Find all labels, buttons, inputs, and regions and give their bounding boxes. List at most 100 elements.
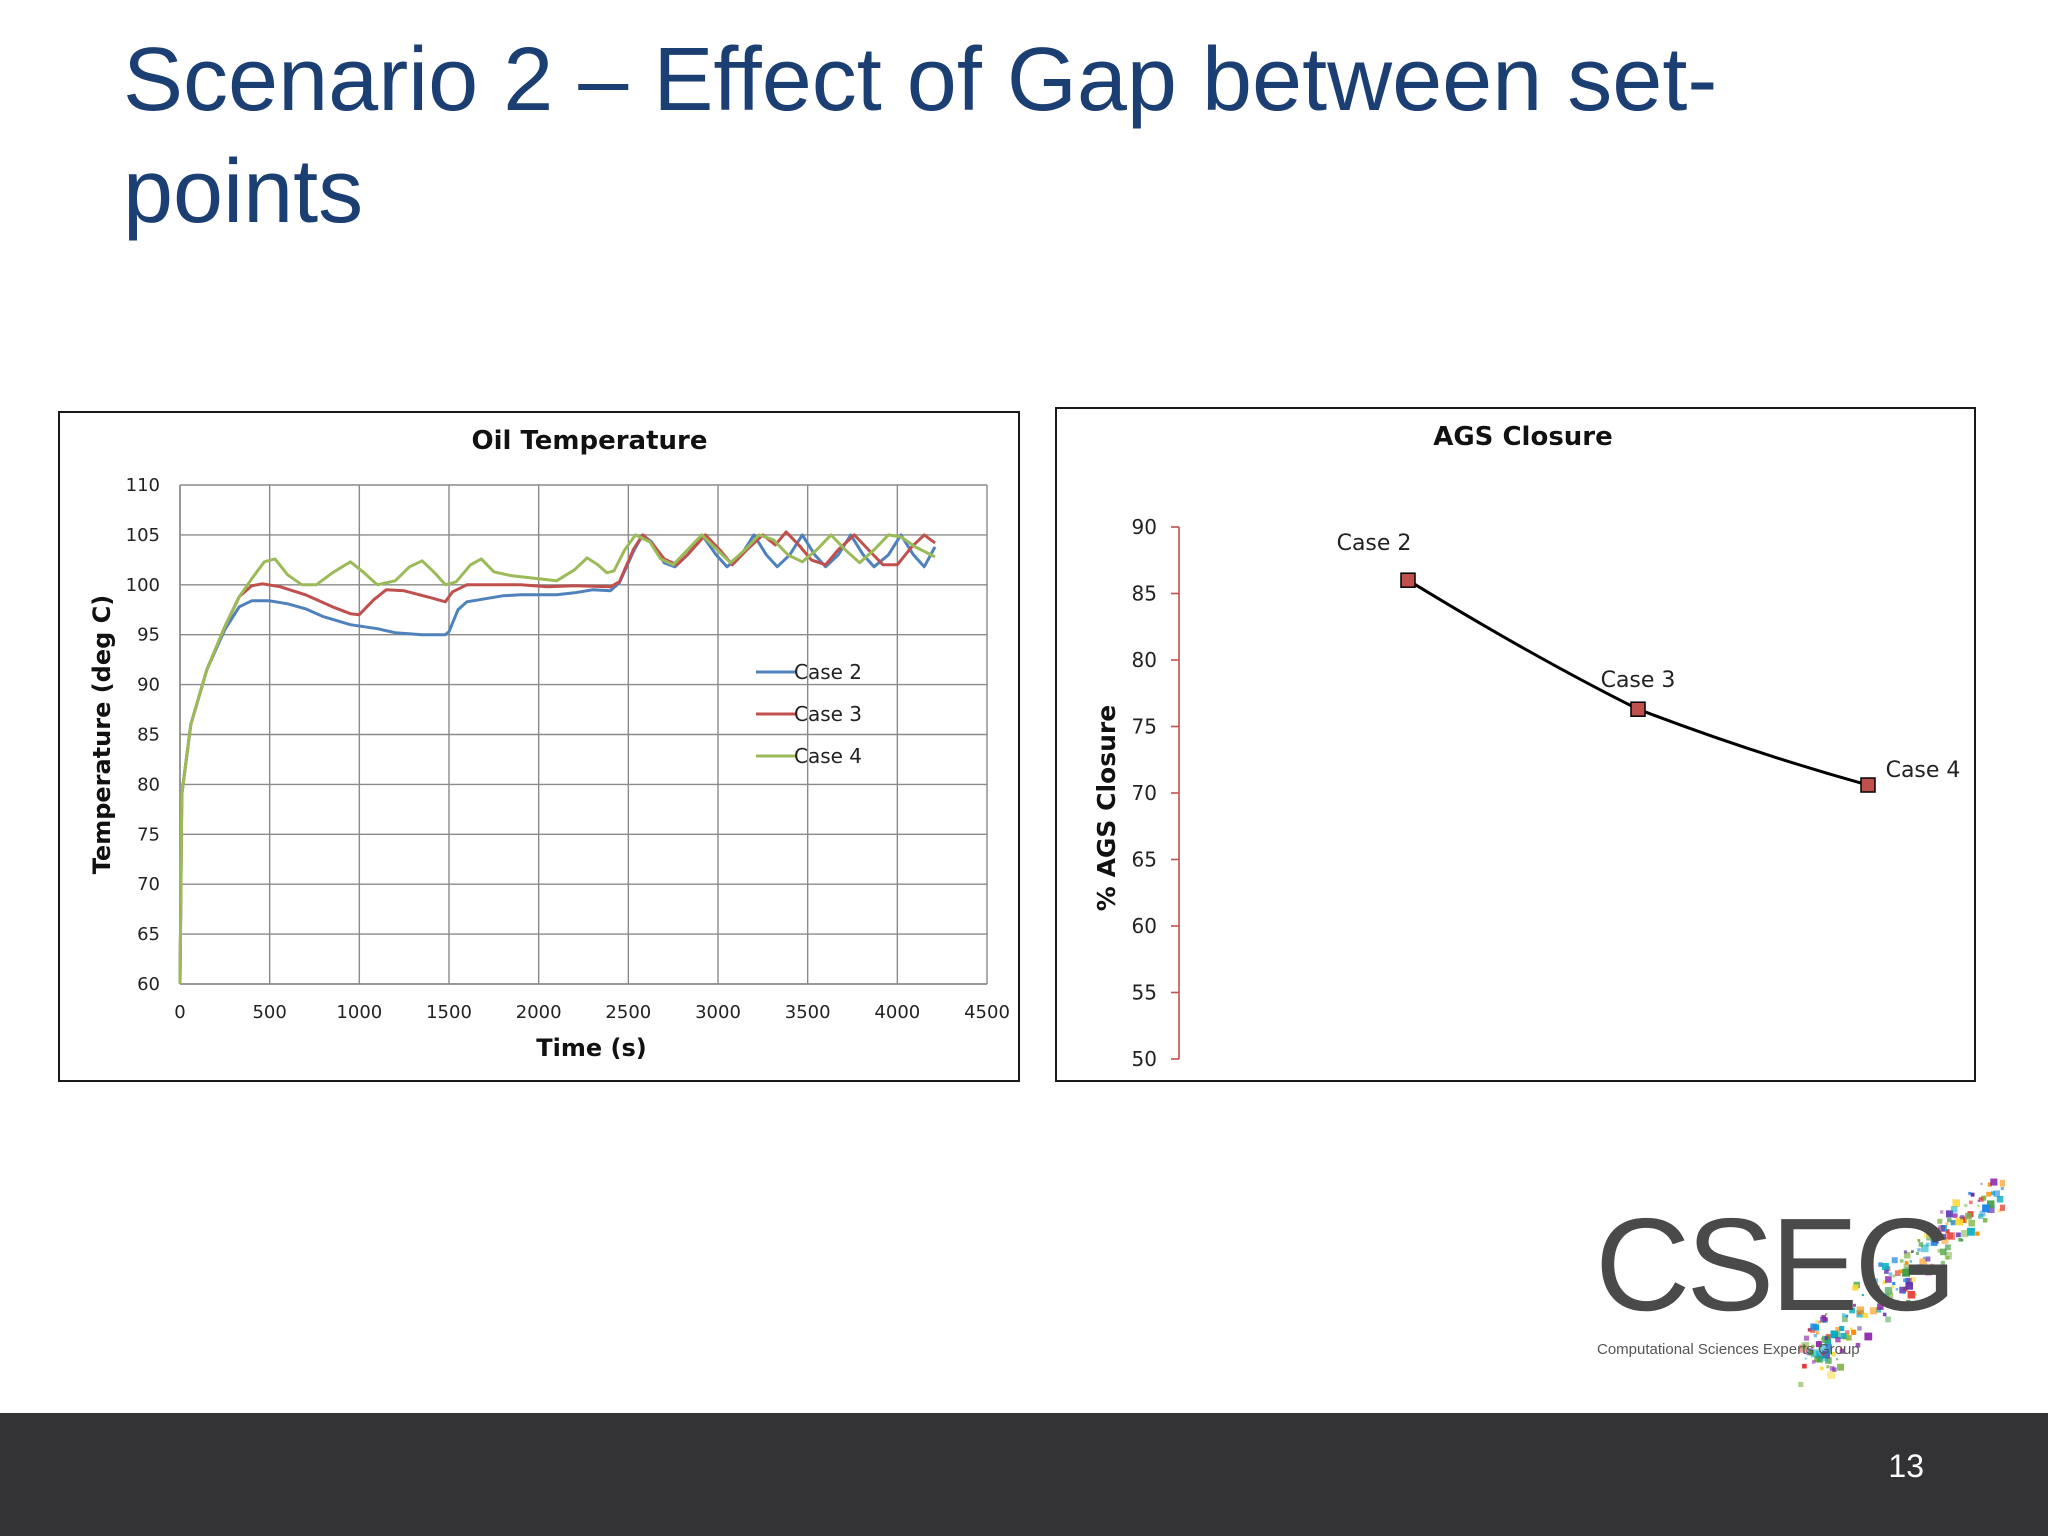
logo-dot (1876, 1284, 1880, 1289)
logo-dot (1864, 1332, 1873, 1341)
logo-dot (1845, 1314, 1849, 1318)
logo-dot (1839, 1326, 1845, 1332)
logo-dot (1916, 1268, 1923, 1275)
logo-dot (1970, 1192, 1975, 1197)
y-tick-label: 75 (1132, 715, 1157, 739)
logo-dot (2000, 1204, 2005, 1211)
logo-dot (1885, 1276, 1892, 1283)
logo-dot (2000, 1187, 2004, 1191)
y-tick-label: 90 (137, 675, 160, 696)
logo-dot (1820, 1316, 1826, 1323)
logo-dot (1987, 1200, 1995, 1208)
logo-dot (1986, 1191, 1991, 1197)
x-tick-label: 500 (252, 1002, 286, 1023)
x-tick-label: 2000 (516, 1002, 562, 1023)
logo-dot (1816, 1331, 1820, 1335)
logo-subtitle: Computational Sciences Experts Group (1597, 1341, 1860, 1358)
data-label-case-2: Case 2 (1337, 531, 1412, 556)
logo-dot (1910, 1276, 1916, 1283)
logo-dot (1925, 1256, 1931, 1262)
y-tick-label: 95 (137, 625, 160, 646)
logo-dot (1978, 1215, 1981, 1218)
logo-dot (1945, 1256, 1950, 1260)
x-tick-label: 2500 (605, 1002, 651, 1023)
logo-dot (1888, 1272, 1893, 1276)
legend-label: Case 3 (794, 702, 862, 726)
logo-dot (1978, 1197, 1982, 1201)
logo-dot (1813, 1333, 1818, 1338)
logo-dot (1906, 1299, 1911, 1305)
logo-dot (1811, 1344, 1815, 1349)
legend-label: Case 4 (794, 744, 862, 768)
chart-title: Oil Temperature (472, 426, 708, 456)
logo-dot (1825, 1344, 1832, 1351)
logo-dot (1898, 1269, 1903, 1274)
logo-dot (1839, 1346, 1842, 1349)
logo-dot (1802, 1363, 1807, 1369)
logo-dots-graphic (1798, 1178, 2005, 1387)
y-tick-label: 60 (1132, 914, 1157, 938)
logo-dot (1830, 1330, 1839, 1339)
logo-dot (1837, 1363, 1844, 1371)
logo-dot (1810, 1323, 1817, 1331)
logo-dot (1826, 1365, 1830, 1369)
logo-dot (1968, 1191, 1972, 1195)
logo-dot (1839, 1348, 1845, 1354)
logo-dot (1820, 1366, 1824, 1371)
oil-temperature-plot: Oil Temperature 60 65 70 75 80 85 90 95 100 105 110… (88, 426, 1010, 1062)
logo-dot (1885, 1316, 1891, 1323)
logo-dot (1895, 1288, 1899, 1291)
logo-dot (1810, 1349, 1819, 1358)
logo-dot (1853, 1303, 1856, 1307)
logo-dot (1841, 1316, 1848, 1323)
logo-dot (1841, 1300, 1845, 1304)
logo-dot (1816, 1356, 1823, 1363)
logo-dot (1869, 1307, 1878, 1315)
logo-dot (1842, 1313, 1846, 1317)
logo-dot (1997, 1209, 2001, 1213)
logo-dot (1819, 1344, 1826, 1352)
logo-dot (1923, 1233, 1929, 1239)
logo-dot (1930, 1239, 1938, 1246)
y-tick-label: 85 (137, 725, 160, 746)
logo-dot (1852, 1284, 1859, 1291)
logo-dot (1980, 1182, 1983, 1185)
logo-dot (1845, 1330, 1850, 1335)
logo-dot (1925, 1268, 1932, 1276)
x-tick-label: 1500 (426, 1002, 472, 1023)
logo-dot (1855, 1342, 1861, 1348)
x-tick-label: 4000 (874, 1002, 920, 1023)
logo-dot (1882, 1280, 1887, 1285)
logo-dot (1936, 1241, 1939, 1244)
y-tick-label: 80 (137, 774, 160, 795)
logo-dot (1873, 1296, 1876, 1299)
oil-temperature-chart: Oil Temperature 60 65 70 75 80 85 90 95 100 105 110… (58, 411, 1020, 1082)
logo-dot (1953, 1213, 1958, 1218)
logo-dot (1935, 1227, 1940, 1232)
x-tick-label: 1000 (336, 1002, 382, 1023)
logo-dot (1857, 1326, 1862, 1331)
logo-dot (1850, 1327, 1853, 1331)
x-tick-label: 3500 (785, 1002, 831, 1023)
logo-dot (1982, 1204, 1990, 1212)
logo-dot (1894, 1270, 1901, 1276)
logo-dot (1940, 1210, 1944, 1214)
logo-dot (1884, 1287, 1893, 1295)
logo-dot (1952, 1199, 1960, 1207)
logo-dot (1892, 1282, 1896, 1286)
logo-dot (1884, 1297, 1888, 1301)
logo-dot (1902, 1291, 1905, 1294)
logo-dot (1905, 1282, 1913, 1290)
x-tick-label: 4500 (964, 1002, 1010, 1023)
logo-dot (1825, 1313, 1828, 1316)
logo-dot (1840, 1332, 1847, 1339)
logo-dot (1911, 1249, 1914, 1253)
logo-dot (1891, 1303, 1898, 1310)
logo-dot (1950, 1220, 1956, 1226)
logo-dot (1878, 1262, 1883, 1267)
data-label-case-3: Case 3 (1601, 668, 1676, 693)
logo-dot (1922, 1256, 1926, 1259)
logo-dot (1903, 1263, 1909, 1269)
ags-marker (1400, 572, 1416, 588)
logo-dot (1829, 1366, 1835, 1371)
